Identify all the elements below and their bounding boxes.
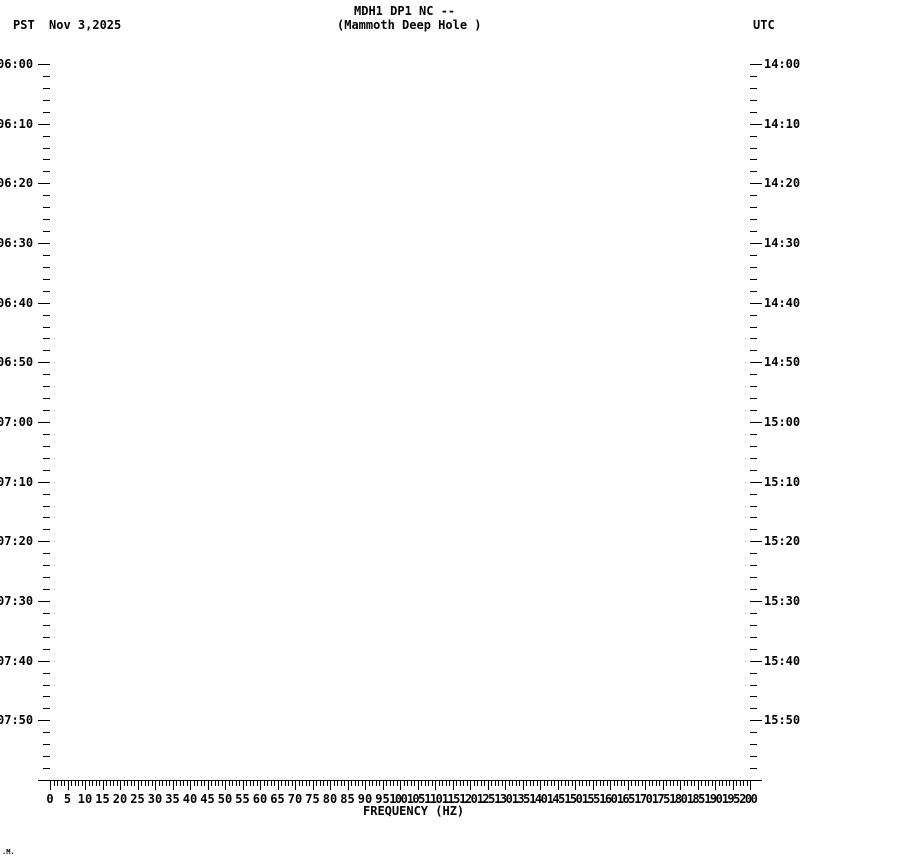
left-time-tick-label: 06:40 [0,295,34,310]
left-time-tick-label: 07:30 [0,594,34,608]
frequency-tick-label: 45 [200,792,215,806]
frequency-axis [50,780,751,790]
frequency-tick-label: 130 [494,792,513,806]
left-time-tick-label: 07:20 [0,534,34,549]
right-time-tick-label: 14:00 [764,57,801,71]
frequency-tick-label: 190 [704,792,723,806]
frequency-tick-label: 75 [305,792,320,806]
left-time-tick-label: 07:10 [0,474,34,489]
right-time-axis [750,64,762,781]
frequency-tick-label: 175 [651,792,671,806]
frequency-tick-label: 120 [459,792,478,806]
frequency-tick-label: 180 [669,792,688,806]
right-time-tick-label: 15:10 [764,474,801,489]
frequency-tick-label: 90 [357,792,373,806]
frequency-tick-label: 170 [634,792,653,806]
date-label: Nov 3,2025 [49,18,122,32]
frequency-tick-label: 10 [77,792,93,806]
frequency-tick-label: 145 [546,792,566,806]
frequency-tick-label: 115 [441,792,461,806]
spectrogram-plot [50,64,750,780]
frequency-tick-label: 155 [581,792,601,806]
frequency-tick-label: 110 [424,792,443,806]
left-time-tick-label: 06:10 [0,116,34,131]
frequency-tick-label: 160 [599,792,618,806]
frequency-tick-label: 95 [375,792,390,806]
frequency-tick-label: 65 [270,792,285,806]
x-axis-title: FREQUENCY (HZ) [363,804,465,818]
right-time-tick-label: 14:20 [764,176,801,191]
left-time-tick-label: 07:00 [0,415,34,429]
frequency-tick-label: 140 [529,792,548,806]
spectrogram-heatmap [50,64,750,780]
frequency-tick-label: 70 [287,792,303,806]
frequency-tick-label: 35 [165,792,180,806]
right-time-tick-label: 15:40 [764,653,801,668]
left-time-tick-label: 06:20 [0,176,34,191]
frequency-tick-label: 195 [721,792,741,806]
frequency-tick-label: 80 [322,792,338,806]
frequency-tick-label: 185 [686,792,706,806]
station-title: MDH1 DP1 NC -- [354,4,456,18]
left-time-axis [38,64,50,781]
left-time-tick-label: 07:50 [0,713,34,728]
frequency-tick-label: 200 [739,792,758,806]
frequency-tick-label: 30 [147,792,163,806]
right-timezone-label: UTC [753,18,775,32]
frequency-tick-label: 25 [130,792,145,806]
frequency-tick-label: 85 [340,792,355,806]
station-subtitle: (Mammoth Deep Hole ) [337,18,482,32]
right-time-tick-label: 14:30 [764,236,801,250]
left-time-tick-label: 06:50 [0,355,34,370]
frequency-tick-label: 60 [252,792,268,806]
right-time-tick-label: 14:50 [764,355,801,370]
frequency-tick-label: 125 [476,792,496,806]
right-time-tick-label: 14:40 [764,295,801,310]
frequency-tick-label: 105 [406,792,426,806]
frequency-tick-label: 50 [217,792,233,806]
frequency-tick-label: 40 [182,792,198,806]
frequency-tick-label: 15 [95,792,110,806]
frequency-tick-label: 55 [235,792,250,806]
frequency-tick-label: 150 [564,792,583,806]
frequency-tick-label: 100 [389,792,408,806]
left-timezone-label: PST [13,18,35,32]
right-time-tick-label: 15:50 [764,713,801,728]
right-time-tick-label: 15:20 [764,534,801,549]
frequency-tick-label: 0 [46,792,54,806]
frequency-tick-label: 135 [511,792,531,806]
left-time-tick-label: 06:30 [0,236,34,250]
right-time-tick-label: 14:10 [764,116,801,131]
frequency-tick-label: 5 [63,792,72,806]
left-time-tick-label: 07:40 [0,653,34,668]
frequency-tick-label: 165 [616,792,636,806]
footer-mark: .M. [2,848,15,856]
seismogram-trace [820,60,902,790]
right-time-tick-label: 15:00 [764,415,801,429]
right-time-tick-label: 15:30 [764,594,801,608]
frequency-tick-label: 20 [112,792,128,806]
left-time-tick-label: 06:00 [0,57,34,71]
